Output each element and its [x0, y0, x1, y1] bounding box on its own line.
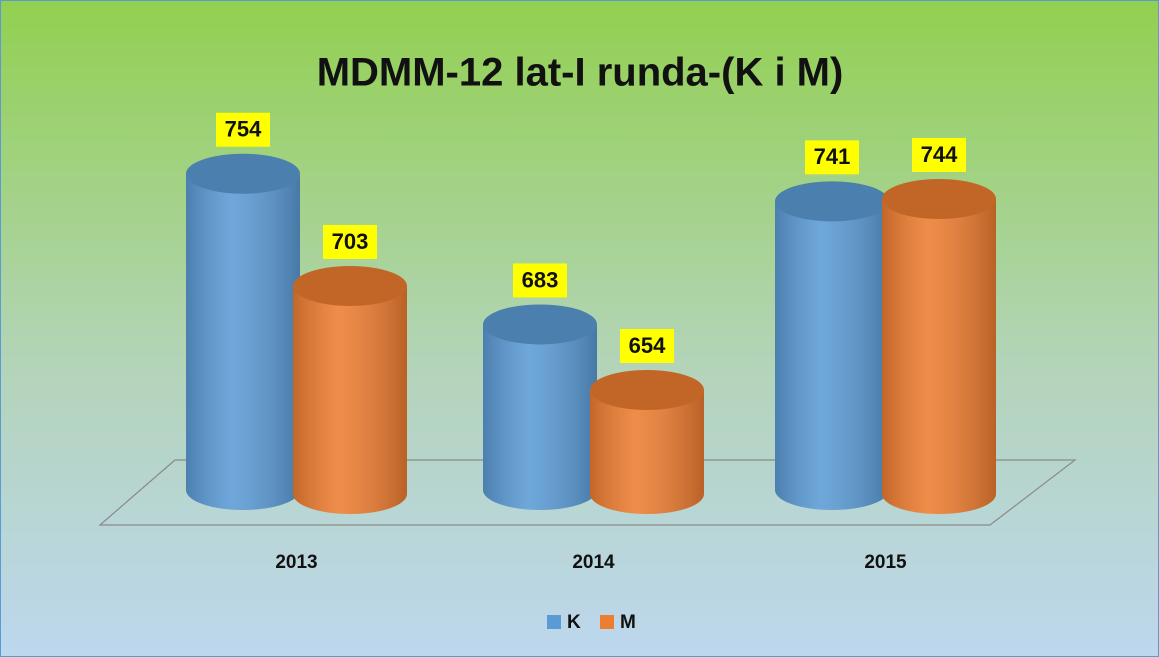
cylinder-top: [882, 178, 996, 219]
x-tick-label: 2014: [572, 552, 615, 573]
value-label-bg: [805, 140, 859, 175]
cylinder-top-shade: [186, 153, 300, 194]
cylinder-top: [590, 369, 704, 410]
value-label: 754: [225, 117, 262, 142]
cylinder-top-shade: [590, 369, 704, 410]
value-label-bg: [513, 263, 567, 298]
value-label: 683: [522, 267, 559, 292]
cylinder-shade: [186, 173, 300, 511]
legend-label: M: [620, 612, 636, 633]
legend-swatch: [547, 615, 561, 629]
value-label-bg: [216, 112, 270, 147]
value-label: 744: [921, 142, 958, 167]
cylinder-shade: [483, 324, 597, 510]
cylinder-top-shade: [882, 178, 996, 219]
cylinder-top-shade: [293, 265, 407, 306]
cylinder-top-shade: [775, 181, 889, 222]
x-tick-label: 2013: [275, 552, 317, 573]
cylinder-top: [483, 304, 597, 345]
cylinder-top: [775, 181, 889, 222]
legend-label: K: [567, 612, 581, 633]
x-tick-label: 2015: [864, 552, 907, 573]
floor: [98, 459, 1077, 526]
cylinder-shade: [590, 389, 704, 514]
cylinder-top: [186, 153, 300, 194]
value-label: 703: [332, 229, 369, 254]
cylinder-shade: [882, 198, 996, 514]
cylinder-top: [293, 265, 407, 306]
chart-title: MDMM-12 lat-I runda-(K i M): [317, 51, 844, 95]
cylinder-shade: [775, 201, 889, 510]
cylinder-top-shade: [483, 304, 597, 345]
value-label: 654: [629, 333, 666, 358]
value-label-bg: [620, 328, 674, 363]
value-label-bg: [323, 224, 377, 259]
value-label-bg: [912, 137, 966, 172]
legend-swatch: [600, 615, 614, 629]
value-label: 741: [814, 144, 851, 169]
cylinder-shade: [293, 285, 407, 514]
